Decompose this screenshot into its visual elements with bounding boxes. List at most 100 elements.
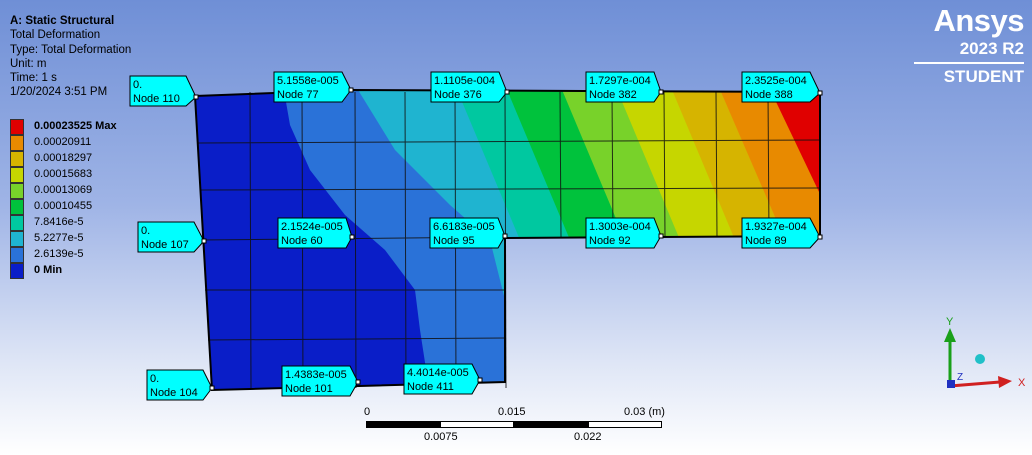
probe-box [741, 217, 821, 249]
x-axis-label: X [1018, 377, 1026, 389]
probe-box [429, 217, 506, 249]
probe-label[interactable]: 5.1558e-005 Node 77 [273, 71, 354, 103]
probe-box [129, 75, 197, 107]
probe-node-marker [355, 379, 361, 385]
legend-swatch [10, 167, 24, 183]
edition-label: STUDENT [943, 67, 1024, 86]
probe-value: 4.4014e-005 [407, 367, 469, 379]
probe-box [403, 363, 481, 395]
probe-label[interactable]: 1.1105e-004 Node 376 [430, 71, 510, 103]
scale-segment [440, 421, 514, 428]
scale-tick-label: 0.03 (m) [624, 406, 665, 418]
probe-node-marker [502, 233, 508, 239]
probe-label[interactable]: 1.3003e-004 Node 92 [585, 217, 664, 249]
probe-node-marker [348, 87, 354, 93]
scale-ruler: 0 0.015 0.03 (m) 0.0075 0.022 [364, 404, 666, 444]
isometric-view-ball[interactable] [975, 354, 985, 364]
probe-value: 0. [150, 373, 159, 385]
mesh-line [197, 139, 821, 144]
probe-value: 2.1524e-005 [281, 221, 343, 233]
probe-node-marker [349, 234, 355, 240]
legend-swatch [10, 231, 24, 247]
probe-node-marker [201, 238, 207, 244]
probe-node: Node 95 [433, 235, 475, 247]
ansys-logo: Ansys [933, 3, 1024, 38]
legend-label: 0.00018297 [34, 152, 93, 164]
probe-label[interactable]: 2.1524e-005 Node 60 [277, 217, 355, 249]
probe-label[interactable]: 2.3525e-004 Node 388 [741, 71, 823, 103]
probe-node: Node 92 [589, 235, 631, 247]
probe-value: 1.7297e-004 [589, 75, 651, 87]
result-info: A: Static Structural Total Deformation T… [10, 14, 131, 100]
mesh-line [199, 187, 821, 191]
probe-labels[interactable]: 0. Node 110 5.1558e-005 Node 77 1.1105e-004 N… [129, 71, 823, 401]
x-axis-head [998, 376, 1012, 388]
legend-label: 0.00013069 [34, 184, 93, 196]
result-datetime: 1/20/2024 3:51 PM [10, 86, 108, 99]
probe-label[interactable]: 1.7297e-004 Node 382 [585, 71, 664, 103]
mesh-line [207, 337, 506, 341]
probe-label[interactable]: 0. Node 107 [137, 221, 207, 253]
probe-value: 5.1558e-005 [277, 75, 339, 87]
probe-label[interactable]: 6.6183e-005 Node 95 [429, 217, 508, 249]
probe-value: 1.3003e-004 [589, 221, 651, 233]
y-axis-head [944, 328, 956, 342]
probe-node: Node 107 [141, 239, 189, 251]
probe-node: Node 60 [281, 235, 323, 247]
brand-divider [914, 62, 1024, 64]
scale-segment [366, 421, 440, 428]
probe-value: 1.4383e-005 [285, 369, 347, 381]
probe-node-marker [658, 233, 664, 239]
legend-label: 0.00023525 Max [34, 120, 117, 132]
probe-label[interactable]: 0. Node 110 [129, 75, 199, 107]
mesh-line [663, 91, 666, 238]
probe-box [137, 221, 205, 253]
result-unit: Unit: m [10, 57, 47, 70]
probe-node: Node 89 [745, 235, 787, 247]
scale-tick-label: 0.015 [498, 406, 526, 418]
contour-band [768, 90, 820, 215]
legend-swatch [10, 247, 24, 263]
axis-triad[interactable]: Y X Z [930, 310, 1030, 400]
probe-box [741, 71, 821, 103]
probe-node: Node 110 [133, 93, 180, 105]
legend-label: 7.8416e-5 [34, 216, 84, 228]
probe-node: Node 104 [150, 387, 198, 399]
analysis-title: A: Static Structural [10, 15, 115, 27]
probe-box [281, 365, 359, 397]
scale-tick-label: 0.0075 [424, 431, 458, 443]
y-axis-label: Y [946, 316, 954, 328]
probe-node-marker [193, 94, 199, 100]
probe-box [585, 71, 662, 103]
probe-box [585, 217, 662, 249]
probe-node: Node 382 [589, 89, 637, 101]
probe-box [430, 71, 508, 103]
legend-label: 5.2277e-5 [34, 232, 84, 244]
scale-segment [514, 421, 588, 428]
mesh-line [559, 91, 562, 238]
legend-label: 0.00020911 [34, 136, 92, 148]
z-axis-label: Z [957, 372, 963, 383]
legend-label: 0 Min [34, 264, 63, 276]
probe-node: Node 77 [277, 89, 319, 101]
probe-label[interactable]: 4.4014e-005 Node 411 [403, 363, 483, 395]
probe-value: 0. [133, 79, 142, 91]
probe-label[interactable]: 1.4383e-005 Node 101 [281, 365, 361, 397]
probe-box [277, 217, 353, 249]
legend-swatch [10, 215, 24, 231]
probe-node: Node 388 [745, 89, 793, 101]
probe-node-marker [477, 377, 483, 383]
probe-node-marker [504, 89, 510, 95]
probe-label[interactable]: 1.9327e-004 Node 89 [741, 217, 823, 249]
legend-swatch [10, 183, 24, 199]
legend-swatch [10, 151, 24, 167]
version-label: 2023 R2 [959, 39, 1024, 58]
probe-value: 1.9327e-004 [745, 221, 807, 233]
legend-swatch [10, 119, 24, 135]
legend-label: 2.6139e-5 [34, 248, 84, 260]
probe-label[interactable]: 0. Node 104 [146, 369, 215, 401]
legend-label: 0.00010455 [34, 200, 93, 212]
mesh-line [611, 91, 614, 238]
probe-box [273, 71, 352, 103]
